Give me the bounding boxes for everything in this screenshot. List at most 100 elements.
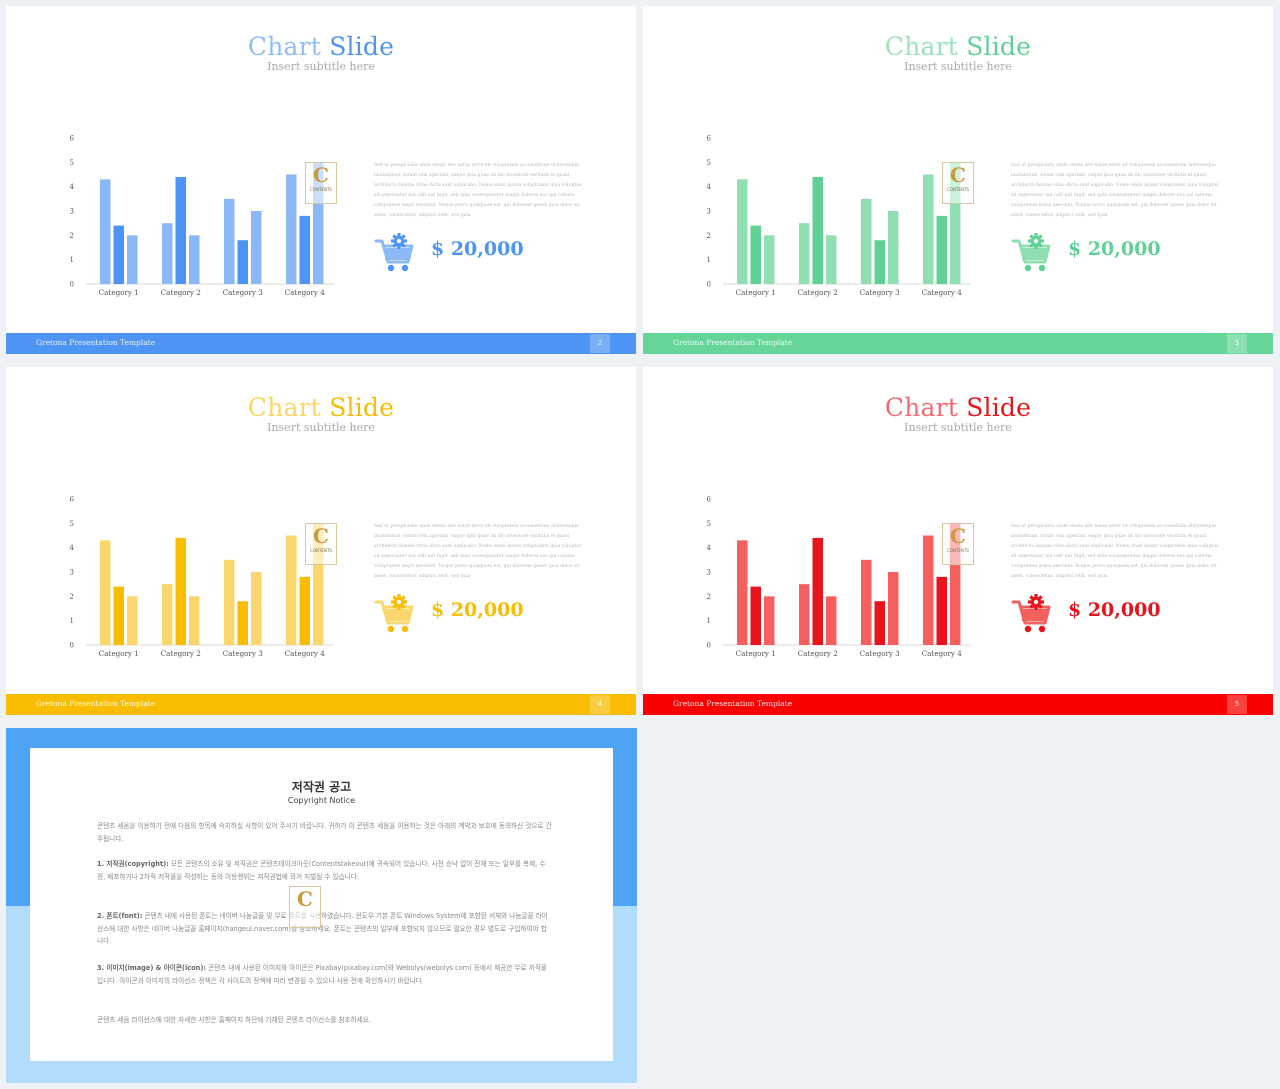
y-tick-label: 3 [707, 569, 711, 577]
notice-paragraph-license: 콘텐츠 세움 라이선스에 대한 자세한 사항은 홈페이지 하단에 기재된 콘텐츠… [97, 1016, 371, 1024]
page-number: 5 [1227, 695, 1247, 714]
bar [812, 176, 823, 284]
logo-watermark: C CONTENTS [942, 162, 974, 204]
bar-chart: 0 1 2 3 4 5 6 Category 1 Category 2 Category 3 Cat… [70, 496, 334, 658]
slide-footer: Gretona Presentation Template 5 [643, 694, 1273, 715]
y-tick-label: 0 [707, 281, 711, 289]
price-value: $ 20,000 [1068, 238, 1161, 260]
slide-blue[interactable]: Chart Slide Insert subtitle here 0 1 2 3 4 5 6… [6, 6, 636, 354]
logo-letter: C [950, 163, 966, 187]
y-tick-label: 3 [70, 569, 74, 577]
slide-footer: Gretona Presentation Template 2 [6, 333, 636, 354]
y-tick-label: 4 [707, 183, 712, 191]
logo-letter: C [950, 524, 966, 548]
y-tick-label: 6 [70, 135, 75, 143]
slide-title: Chart Slide [6, 32, 636, 61]
slide-subtitle: Insert subtitle here [267, 60, 375, 73]
logo-text: CONTENTS [947, 187, 969, 192]
bar [936, 576, 947, 645]
notice-paragraph-intro: 콘텐츠 세움을 이용하기 전에 다음의 항목에 숙지하실 사항이 있어 주시기 … [97, 822, 552, 843]
slide-title: Chart Slide [643, 393, 1273, 422]
bar [874, 601, 885, 645]
slide-footer: Gretona Presentation Template 4 [6, 694, 636, 715]
bar [888, 211, 899, 284]
notice-heading-copyright: 1. 저작권(copyright): [97, 860, 169, 868]
title-word-1: Chart [247, 393, 322, 422]
bar [799, 223, 810, 284]
bar [799, 584, 810, 645]
bar [113, 586, 124, 645]
y-tick-label: 5 [707, 159, 711, 167]
x-tick-label: Category 3 [860, 649, 901, 658]
y-tick-label: 2 [707, 593, 711, 601]
notice-card: 저작권 공고 Copyright Notice 콘텐츠 세움을 이용하기 전에 … [30, 748, 613, 1061]
logo-watermark: C CONTENTS [305, 162, 337, 204]
x-tick-label: Category 2 [161, 288, 201, 297]
logo-text: CONTENTS [310, 187, 332, 192]
page-number: 2 [590, 334, 610, 353]
slide-copyright-notice[interactable]: 저작권 공고 Copyright Notice 콘텐츠 세움을 이용하기 전에 … [6, 728, 637, 1083]
slide-red[interactable]: Chart Slide Insert subtitle here 0 1 2 3 4 5 6… [643, 367, 1273, 715]
bar [313, 523, 324, 645]
bar [764, 596, 775, 645]
logo-letter: C [313, 524, 329, 548]
page-number: 3 [1227, 334, 1247, 353]
bar [113, 225, 124, 284]
bar [826, 235, 837, 284]
bar [127, 596, 138, 645]
slide-yellow[interactable]: Chart Slide Insert subtitle here 0 1 2 3 4 5 6… [6, 367, 636, 715]
bar [100, 179, 111, 284]
bar-chart: 0 1 2 3 4 5 6 Category 1 Category 2 Category 3 Cat… [707, 496, 971, 658]
notice-text-font: 콘텐츠 내에 사용된 폰트는 네이버 나눔글꼴 및 무료 폰트를 사용하였습니다… [97, 912, 548, 946]
bar [888, 572, 899, 645]
title-word-2: Slide [329, 393, 395, 422]
x-tick-label: Category 4 [922, 649, 963, 658]
bar [189, 235, 200, 284]
title-word-1: Chart [247, 32, 322, 61]
page-number: 4 [590, 695, 610, 714]
y-tick-label: 5 [70, 520, 74, 528]
notice-heading-font: 2. 폰트(font): [97, 912, 143, 920]
title-word-1: Chart [884, 32, 959, 61]
x-tick-label: Category 1 [736, 649, 776, 658]
y-tick-label: 3 [707, 208, 711, 216]
bar [237, 601, 248, 645]
bar [737, 179, 748, 284]
x-tick-label: Category 2 [161, 649, 201, 658]
y-tick-label: 5 [707, 520, 711, 528]
bar [750, 586, 761, 645]
bar [237, 240, 248, 284]
x-tick-label: Category 2 [798, 288, 838, 297]
notice-subtitle: Copyright Notice [287, 796, 356, 805]
x-tick-label: Category 3 [223, 649, 264, 658]
y-tick-label: 0 [70, 642, 74, 650]
slide-subtitle: Insert subtitle here [904, 421, 1012, 434]
price-value: $ 20,000 [1068, 599, 1161, 621]
bar [189, 596, 200, 645]
y-tick-label: 6 [707, 496, 712, 504]
y-tick-label: 0 [70, 281, 74, 289]
bar [251, 211, 262, 284]
bar [224, 198, 235, 284]
slide-green[interactable]: Chart Slide Insert subtitle here 0 1 2 3 4 5 6… [643, 6, 1273, 354]
x-tick-label: Category 1 [736, 288, 776, 297]
y-tick-label: 0 [707, 642, 711, 650]
x-tick-label: Category 2 [798, 649, 838, 658]
slide-title: Chart Slide [643, 32, 1273, 61]
y-tick-label: 4 [70, 183, 75, 191]
y-tick-label: 1 [70, 617, 74, 625]
footer-text: Gretona Presentation Template [673, 699, 793, 708]
body-text: Sed ut perspiciatis unde omnis iste natu… [1011, 524, 1219, 579]
notice-paragraph-font: 2. 폰트(font): 콘텐츠 내에 사용된 폰트는 네이버 나눔글꼴 및 무… [97, 910, 552, 948]
bar [286, 174, 297, 284]
logo-letter: C [313, 163, 329, 187]
notice-heading-image: 3. 이미지(image) & 아이콘(icon): [97, 964, 206, 972]
bar [861, 198, 872, 284]
bar [127, 235, 138, 284]
y-tick-label: 2 [70, 593, 74, 601]
notice-paragraph-copyright: 1. 저작권(copyright): 모든 콘텐츠의 소유 및 저작권은 콘텐츠… [97, 858, 552, 883]
bar [812, 537, 823, 645]
bar [950, 523, 961, 645]
shopping-cart-icon [374, 594, 414, 633]
bar [826, 596, 837, 645]
